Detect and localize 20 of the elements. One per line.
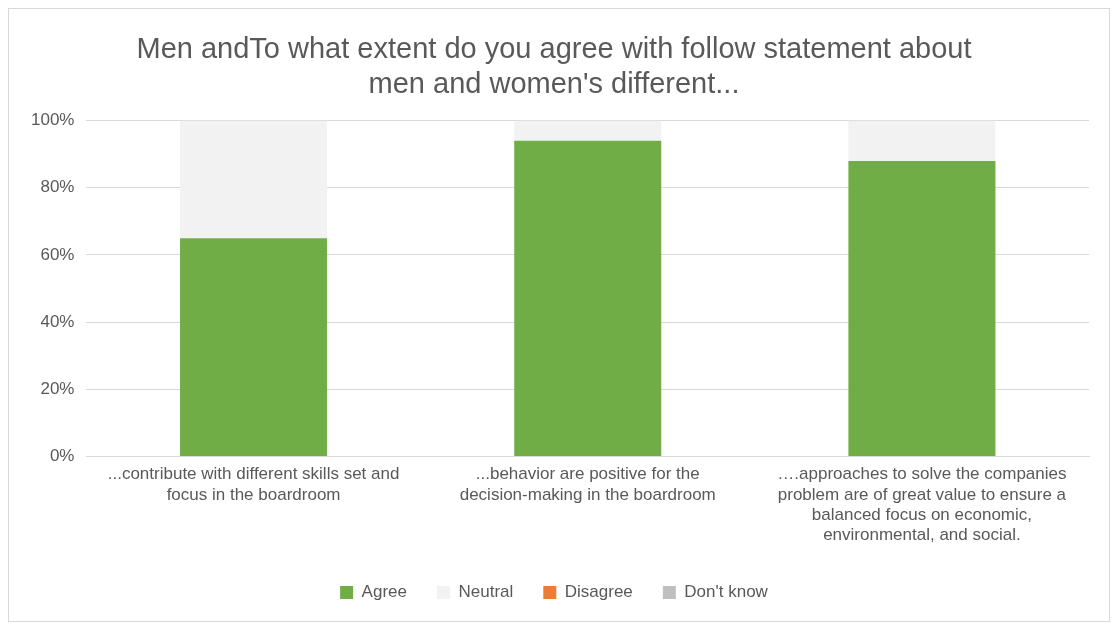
y-tick-label: 100%	[31, 110, 75, 130]
legend-label: Neutral	[458, 582, 514, 602]
bar	[514, 140, 662, 456]
x-tick-label: ….approaches to solve the companies problem are of great value to ensure a balanced focus on economic, environmental, and social.	[777, 464, 1067, 545]
x-tick-label: ...contribute with different skills set and focus in the boardroom	[107, 464, 400, 504]
bar	[180, 120, 328, 239]
legend-label: Don't know	[684, 582, 769, 602]
chart-title: Men andTo what extent do you agree with follow statement about men and women's different...	[136, 32, 972, 100]
legend-label: Disagree	[564, 582, 633, 602]
bar	[848, 160, 996, 456]
y-tick-label: 20%	[40, 378, 75, 398]
y-tick-label: 60%	[40, 244, 75, 264]
bar	[514, 120, 662, 141]
y-tick-label: 80%	[40, 177, 75, 197]
y-tick-label: 40%	[40, 311, 75, 331]
bar	[848, 120, 996, 161]
bar	[180, 238, 328, 456]
y-tick-label: 0%	[49, 446, 75, 466]
x-tick-label: ...behavior are positive for the decision-making in the boardroom	[459, 464, 716, 504]
legend-label: Agree	[361, 582, 407, 602]
